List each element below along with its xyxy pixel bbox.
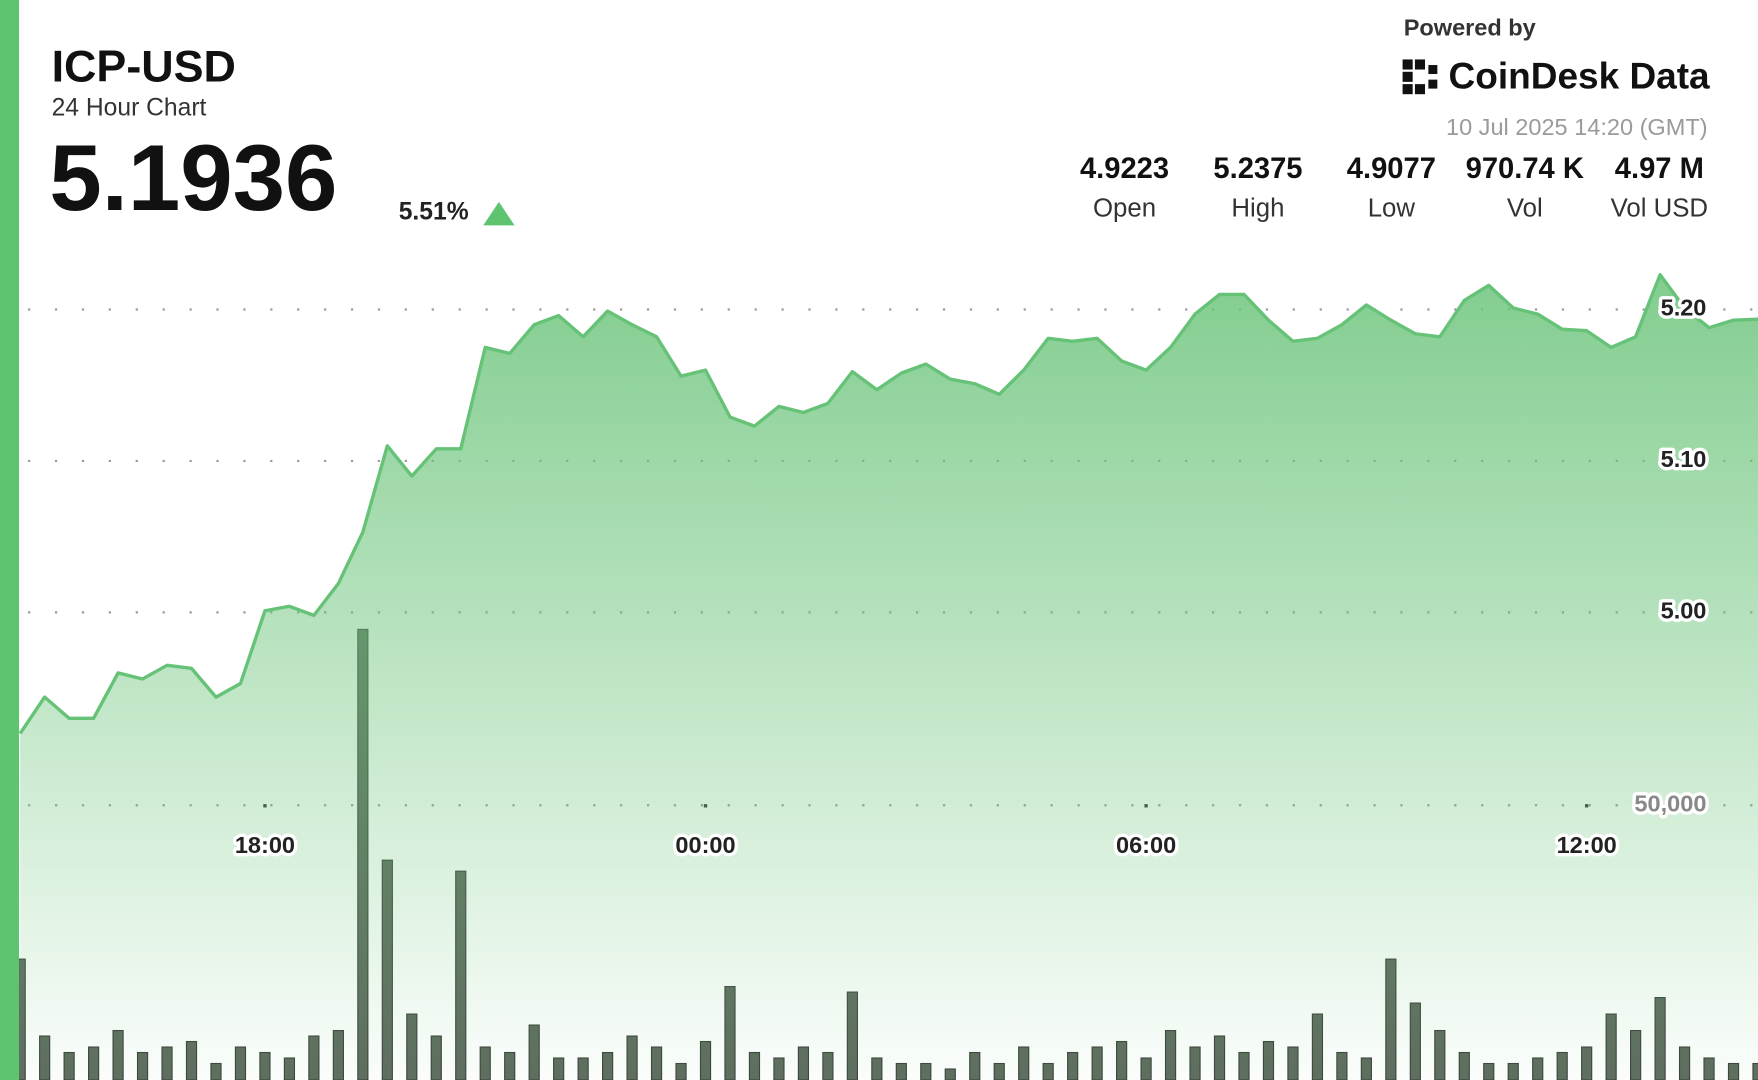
stat-value: 4.9223 bbox=[1080, 153, 1169, 185]
brand-logo bbox=[1402, 59, 1438, 95]
timestamp: 10 Jul 2025 14:20 (GMT) bbox=[1446, 114, 1708, 140]
y-tick-label: 5.00 bbox=[1661, 598, 1707, 624]
x-tick-label: 00:00 bbox=[675, 832, 735, 858]
y2-tick-label: 50,000 bbox=[1634, 790, 1706, 816]
x-tick-label: 18:00 bbox=[235, 832, 295, 858]
stat-value: 4.9077 bbox=[1347, 153, 1436, 185]
y-tick-label: 5.20 bbox=[1661, 295, 1707, 321]
stat-label: High bbox=[1231, 195, 1284, 223]
stat-label: Vol USD bbox=[1611, 195, 1708, 223]
axis-labels: 5.00 5.10 5.20 50,000 18:00 00:00 06:00 12:00 bbox=[231, 291, 1709, 861]
brand-name: CoinDesk Data bbox=[1449, 55, 1711, 96]
up-arrow bbox=[483, 201, 515, 226]
stat-value: 4.97 M bbox=[1615, 153, 1704, 185]
x-tick-label: 06:00 bbox=[1116, 832, 1176, 858]
stat-label: Low bbox=[1368, 195, 1416, 223]
stat-value: 5.2375 bbox=[1213, 153, 1302, 185]
stat-value: 970.74 K bbox=[1466, 153, 1584, 185]
y-tick-label: 5.10 bbox=[1661, 446, 1707, 472]
chart-subtitle: 24 Hour Chart bbox=[52, 94, 207, 121]
stat-label: Vol bbox=[1507, 195, 1543, 223]
area-fill bbox=[20, 274, 1758, 1080]
accent-bar bbox=[0, 0, 20, 1080]
stat-label: Open bbox=[1093, 195, 1156, 223]
last-price: 5.1936 bbox=[49, 125, 337, 230]
chart-title: ICP-USD bbox=[52, 40, 236, 91]
x-tick-label: 12:00 bbox=[1557, 832, 1617, 858]
powered-by: Powered by bbox=[1404, 14, 1536, 40]
marks bbox=[14, 273, 1758, 1080]
plot-area: 5.00 5.10 5.20 50,000 18:00 00:00 06:00 12:00 bbox=[14, 273, 1758, 1080]
stats: 4.9223 Open 5.2375 High 4.9077 Low 970.74 K Vol… bbox=[1080, 153, 1708, 222]
price-line bbox=[18, 273, 1758, 735]
change-percent: 5.51% bbox=[399, 199, 469, 226]
